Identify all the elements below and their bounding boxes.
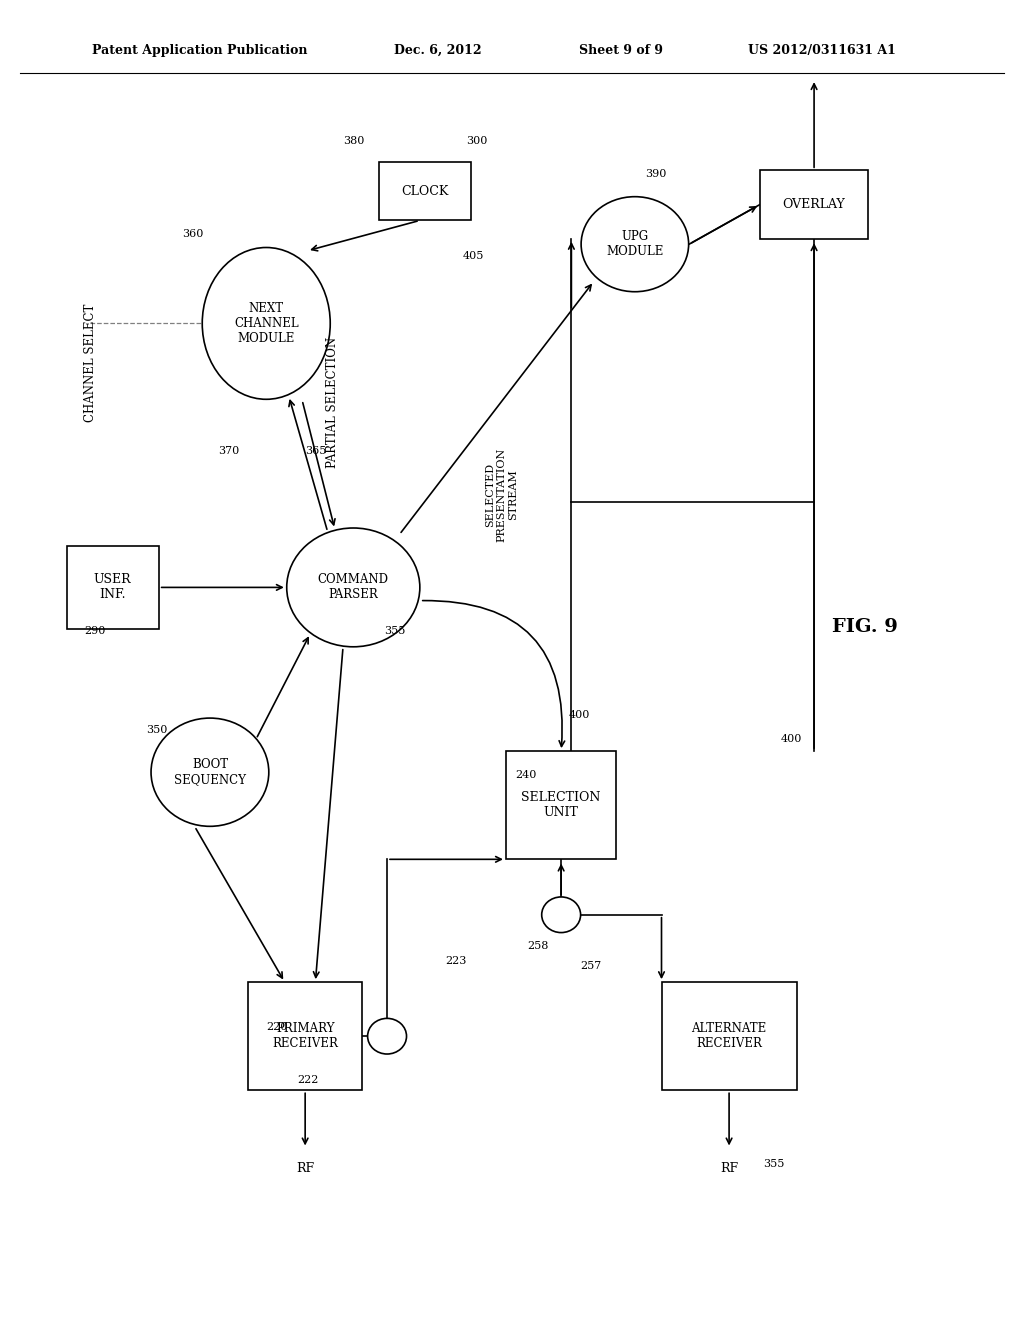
Text: 220: 220 bbox=[266, 1022, 288, 1032]
Text: 258: 258 bbox=[527, 941, 549, 952]
Ellipse shape bbox=[582, 197, 688, 292]
Text: 380: 380 bbox=[343, 136, 365, 147]
Text: OVERLAY: OVERLAY bbox=[782, 198, 846, 211]
Text: 257: 257 bbox=[581, 961, 602, 972]
Text: CHANNEL SELECT: CHANNEL SELECT bbox=[84, 304, 96, 422]
FancyArrowPatch shape bbox=[162, 585, 282, 590]
Text: Dec. 6, 2012: Dec. 6, 2012 bbox=[394, 44, 482, 57]
Text: Sheet 9 of 9: Sheet 9 of 9 bbox=[579, 44, 663, 57]
FancyArrowPatch shape bbox=[289, 400, 327, 529]
FancyArrowPatch shape bbox=[691, 207, 756, 243]
FancyBboxPatch shape bbox=[67, 546, 159, 628]
FancyBboxPatch shape bbox=[379, 162, 471, 220]
FancyBboxPatch shape bbox=[662, 982, 797, 1090]
Text: RF: RF bbox=[296, 1162, 314, 1175]
Text: 223: 223 bbox=[445, 956, 467, 966]
Text: 390: 390 bbox=[645, 169, 667, 180]
Text: 290: 290 bbox=[84, 626, 105, 636]
Ellipse shape bbox=[368, 1019, 407, 1053]
Text: 360: 360 bbox=[182, 228, 204, 239]
Text: 240: 240 bbox=[515, 770, 537, 780]
FancyArrowPatch shape bbox=[658, 917, 665, 977]
FancyArrowPatch shape bbox=[726, 1093, 732, 1143]
Text: Patent Application Publication: Patent Application Publication bbox=[92, 44, 307, 57]
Text: USER
INF.: USER INF. bbox=[94, 573, 131, 602]
FancyArrowPatch shape bbox=[196, 829, 283, 978]
FancyArrowPatch shape bbox=[313, 649, 343, 977]
Ellipse shape bbox=[287, 528, 420, 647]
FancyArrowPatch shape bbox=[423, 601, 564, 746]
FancyBboxPatch shape bbox=[248, 982, 362, 1090]
Text: 222: 222 bbox=[297, 1074, 318, 1085]
Text: 350: 350 bbox=[146, 725, 168, 735]
Text: BOOT
SEQUENCY: BOOT SEQUENCY bbox=[174, 758, 246, 787]
Text: ALTERNATE
RECEIVER: ALTERNATE RECEIVER bbox=[691, 1022, 767, 1051]
Text: NEXT
CHANNEL
MODULE: NEXT CHANNEL MODULE bbox=[233, 302, 299, 345]
Text: 405: 405 bbox=[463, 251, 484, 261]
Text: 355: 355 bbox=[763, 1159, 784, 1170]
Ellipse shape bbox=[203, 248, 330, 400]
Ellipse shape bbox=[542, 898, 581, 932]
Text: US 2012/0311631 A1: US 2012/0311631 A1 bbox=[748, 44, 895, 57]
Text: 355: 355 bbox=[384, 626, 406, 636]
Text: CLOCK: CLOCK bbox=[401, 185, 449, 198]
FancyBboxPatch shape bbox=[507, 751, 616, 859]
Text: SELECTED
PRESENTATION
STREAM: SELECTED PRESENTATION STREAM bbox=[485, 447, 518, 543]
Text: COMMAND
PARSER: COMMAND PARSER bbox=[317, 573, 389, 602]
FancyArrowPatch shape bbox=[303, 403, 335, 525]
FancyArrowPatch shape bbox=[311, 222, 417, 251]
Text: 400: 400 bbox=[568, 710, 590, 721]
Text: PARTIAL SELECTION: PARTIAL SELECTION bbox=[327, 337, 339, 469]
Text: 365: 365 bbox=[305, 446, 327, 457]
Text: FIG. 9: FIG. 9 bbox=[833, 618, 898, 636]
Text: 400: 400 bbox=[780, 734, 802, 744]
Text: 370: 370 bbox=[218, 446, 240, 457]
Ellipse shape bbox=[152, 718, 268, 826]
FancyArrowPatch shape bbox=[558, 866, 564, 895]
FancyArrowPatch shape bbox=[401, 285, 591, 532]
Text: PRIMARY
RECEIVER: PRIMARY RECEIVER bbox=[272, 1022, 338, 1051]
FancyArrowPatch shape bbox=[257, 638, 308, 737]
FancyArrowPatch shape bbox=[568, 244, 574, 308]
FancyArrowPatch shape bbox=[811, 246, 817, 748]
FancyArrowPatch shape bbox=[390, 857, 501, 862]
FancyBboxPatch shape bbox=[760, 170, 868, 239]
Text: UPG
MODULE: UPG MODULE bbox=[606, 230, 664, 259]
FancyArrowPatch shape bbox=[302, 1093, 308, 1143]
Text: SELECTION
UNIT: SELECTION UNIT bbox=[521, 791, 601, 820]
FancyArrowPatch shape bbox=[811, 84, 817, 168]
Text: RF: RF bbox=[720, 1162, 738, 1175]
Text: 300: 300 bbox=[466, 136, 487, 147]
